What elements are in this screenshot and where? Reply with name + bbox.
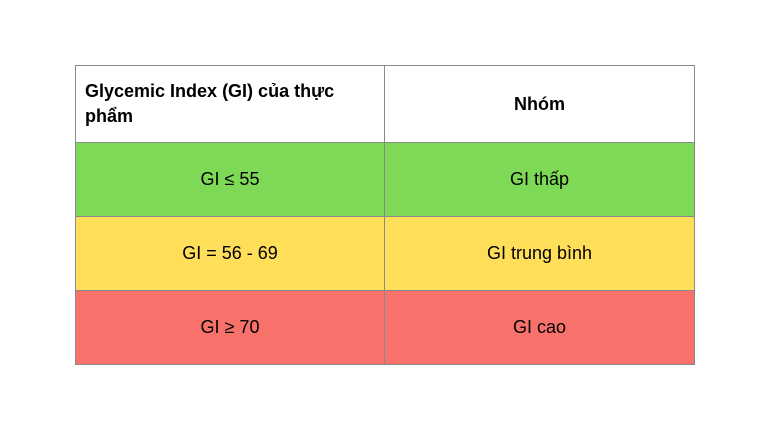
header-group: Nhóm <box>384 65 695 143</box>
header-gi-value: Glycemic Index (GI) của thực phẩm <box>75 65 385 143</box>
header-group-label: Nhóm <box>514 93 565 114</box>
header-gi-value-label: Glycemic Index (GI) của thực phẩm <box>85 81 335 126</box>
gi-group-cell: GI thấp <box>384 142 695 217</box>
gi-classification-table: Glycemic Index (GI) của thực phẩm Nhóm G… <box>75 65 695 365</box>
gi-range-cell: GI ≤ 55 <box>75 142 385 217</box>
table-row: GI = 56 - 69 GI trung bình <box>75 216 695 291</box>
gi-group-cell: GI cao <box>384 290 695 365</box>
gi-range-cell: GI ≥ 70 <box>75 290 385 365</box>
table-row: GI ≤ 55 GI thấp <box>75 142 695 217</box>
gi-group-cell: GI trung bình <box>384 216 695 291</box>
table-row: GI ≥ 70 GI cao <box>75 290 695 365</box>
table-header-row: Glycemic Index (GI) của thực phẩm Nhóm <box>75 65 695 143</box>
gi-range-cell: GI = 56 - 69 <box>75 216 385 291</box>
